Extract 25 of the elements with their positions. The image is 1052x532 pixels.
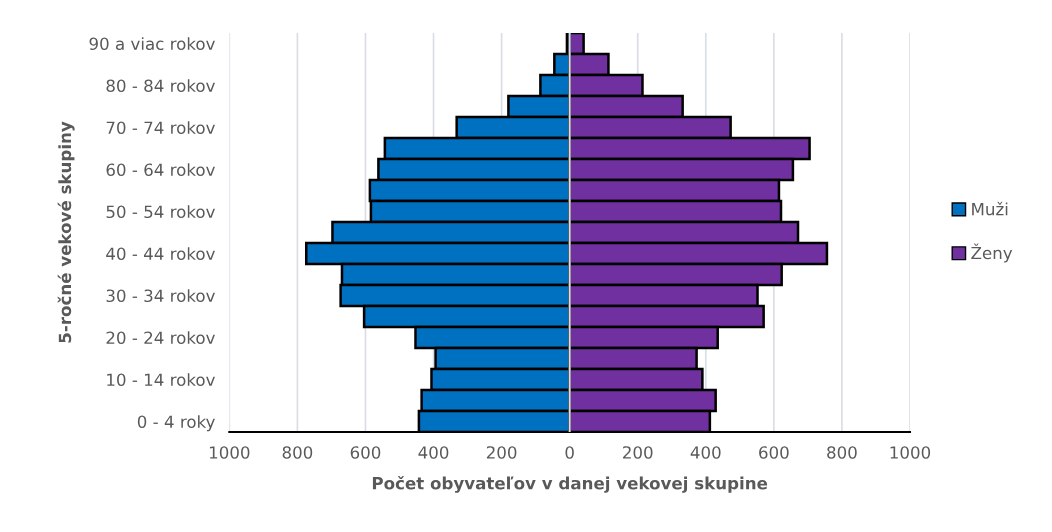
x-tick-label: 1000 (209, 446, 250, 459)
y-axis-title: 5-ročné vekové skupiny (57, 121, 75, 343)
legend-label: Muži (972, 201, 1008, 216)
x-tick-label: 800 (827, 446, 857, 459)
legend-label: Ženy (971, 243, 1013, 263)
y-tick-label: 90 a viac rokov (89, 37, 215, 51)
y-tick-label: 0 - 4 roky (137, 415, 215, 432)
y-tick-label: 60 - 64 rokov (106, 163, 215, 177)
y-tick-label: 10 - 14 rokov (107, 373, 215, 387)
y-tick-label: 20 - 24 rokov (106, 331, 215, 345)
x-tick-label: 600 (350, 446, 381, 459)
y-tick-label: 80 - 84 rokov (106, 79, 215, 93)
x-tick-label: 200 (623, 446, 653, 459)
x-axis-title: Počet obyvateľov v danej vekovej skupine (372, 475, 768, 493)
x-tick-label: 400 (690, 446, 721, 459)
y-tick-label: 30 - 34 rokov (106, 289, 215, 303)
x-tick-label: 200 (486, 446, 517, 459)
y-tick-label: 70 - 74 rokov (106, 121, 215, 135)
x-tick-label: 0 (565, 446, 574, 459)
y-tick-label: 50 - 54 rokov (106, 205, 215, 219)
x-tick-label: 800 (282, 446, 313, 459)
x-tick-label: 600 (759, 446, 789, 459)
y-tick-label: 40 - 44 rokov (106, 247, 215, 261)
x-tick-label: 400 (418, 446, 449, 459)
x-tick-label: 1000 (890, 446, 931, 459)
